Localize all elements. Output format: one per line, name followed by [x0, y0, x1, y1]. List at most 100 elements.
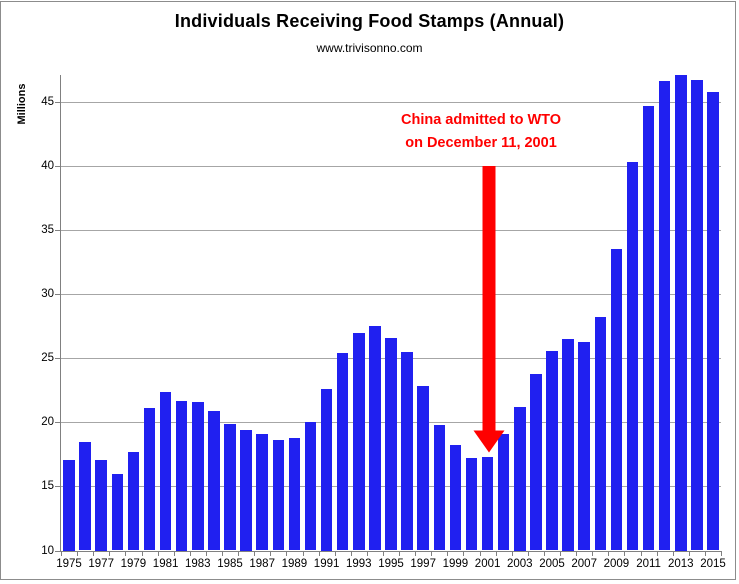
wto-annotation: China admitted to WTO on December 11, 20…	[364, 109, 598, 155]
x-tick	[688, 550, 690, 556]
bar-1996	[401, 351, 413, 551]
y-tick-label-40: 40	[41, 160, 54, 172]
x-tick	[447, 550, 449, 556]
x-tick	[576, 550, 578, 556]
bar-2001	[481, 456, 494, 551]
x-tick-label-2013: 2013	[668, 558, 694, 570]
x-tick	[592, 550, 594, 556]
x-tick	[511, 550, 513, 556]
y-tick-label-30: 30	[41, 288, 54, 301]
x-tick-label-1989: 1989	[281, 558, 308, 570]
y-tick-label-45: 45	[41, 95, 54, 108]
bar-1991	[320, 389, 333, 551]
bar-2008	[594, 317, 607, 551]
x-tick	[383, 550, 384, 556]
x-tick	[157, 550, 159, 556]
annotation-line-2: on December 11, 2001	[405, 135, 557, 151]
bar-2011	[642, 105, 655, 551]
x-tick	[608, 550, 610, 556]
bar-2012	[658, 81, 671, 551]
x-tick	[238, 550, 240, 556]
bar-2004	[530, 373, 542, 551]
x-tick	[125, 550, 127, 556]
bar-1979	[127, 451, 140, 551]
x-tick-label-2009: 2009	[603, 558, 630, 570]
x-tick	[205, 550, 207, 556]
gridline-45	[61, 101, 721, 103]
bar-1995	[385, 337, 397, 551]
x-tick	[173, 550, 175, 556]
x-tick	[318, 550, 320, 556]
x-tick	[189, 550, 191, 556]
bar-1994	[369, 326, 381, 551]
x-tick	[704, 550, 706, 556]
bar-2010	[626, 162, 639, 551]
x-tick-label-1999: 1999	[442, 558, 469, 570]
bar-2006	[562, 339, 574, 551]
x-tick	[77, 550, 79, 556]
bar-1975	[63, 459, 75, 551]
y-tick-label-20: 20	[41, 416, 54, 429]
bar-1986	[240, 430, 252, 551]
x-tick-label-1991: 1991	[313, 558, 340, 570]
y-tick-35	[54, 230, 61, 232]
gridline-30	[61, 294, 721, 296]
x-tick	[672, 550, 674, 556]
y-tick-label-10: 10	[41, 544, 54, 557]
x-tick	[93, 550, 95, 556]
x-tick	[302, 550, 304, 556]
bar-1997	[417, 386, 429, 551]
bar-2005	[546, 350, 558, 551]
gridline-40	[61, 166, 721, 167]
x-tick	[543, 550, 545, 556]
annotation-line-1: China admitted to WTO	[400, 112, 562, 128]
x-tick	[141, 550, 143, 556]
x-tick	[721, 550, 722, 556]
x-tick	[479, 550, 481, 556]
y-tick-20	[54, 422, 61, 424]
y-tick-30	[54, 294, 61, 296]
y-tick-label-35: 35	[41, 224, 54, 237]
bar-2003	[514, 407, 526, 551]
y-tick-label-25: 25	[41, 352, 54, 365]
bar-1993	[353, 332, 365, 551]
x-tick-label-1975: 1975	[56, 558, 82, 570]
x-tick	[495, 550, 497, 556]
chart-title: Individuals Receiving Food Stamps (Annua…	[174, 11, 565, 31]
bar-1982	[175, 400, 188, 551]
x-tick-label-2015: 2015	[700, 558, 726, 570]
y-tick-15	[54, 486, 61, 488]
bar-2015	[707, 91, 719, 551]
bar-1978	[111, 473, 124, 551]
x-tick-label-2011: 2011	[636, 558, 661, 570]
bar-1981	[159, 391, 172, 551]
x-tick-label-1985: 1985	[217, 558, 243, 570]
y-tick-label-15: 15	[41, 480, 54, 493]
bar-1987	[256, 433, 268, 551]
x-tick-label-1981: 1981	[152, 558, 179, 570]
x-tick	[527, 550, 529, 556]
x-tick	[286, 550, 288, 556]
y-axis-line	[60, 75, 61, 552]
x-axis-line	[56, 550, 721, 552]
x-tick-label-2001: 2001	[474, 558, 501, 570]
x-tick	[415, 550, 417, 556]
x-tick	[463, 550, 465, 556]
x-tick	[350, 550, 352, 556]
x-tick-label-2003: 2003	[507, 558, 533, 570]
bar-1985	[224, 423, 236, 551]
x-tick-label-1995: 1995	[378, 558, 404, 570]
x-tick	[624, 550, 626, 556]
x-tick	[334, 550, 336, 556]
x-tick	[366, 550, 368, 556]
x-tick	[109, 550, 111, 556]
x-tick	[560, 550, 561, 556]
bar-1998	[433, 424, 446, 551]
bar-1989	[288, 437, 301, 551]
y-tick-45	[54, 101, 61, 103]
bar-1988	[272, 440, 285, 551]
bar-1983	[192, 401, 204, 551]
x-tick	[656, 550, 658, 556]
x-tick	[270, 550, 272, 556]
